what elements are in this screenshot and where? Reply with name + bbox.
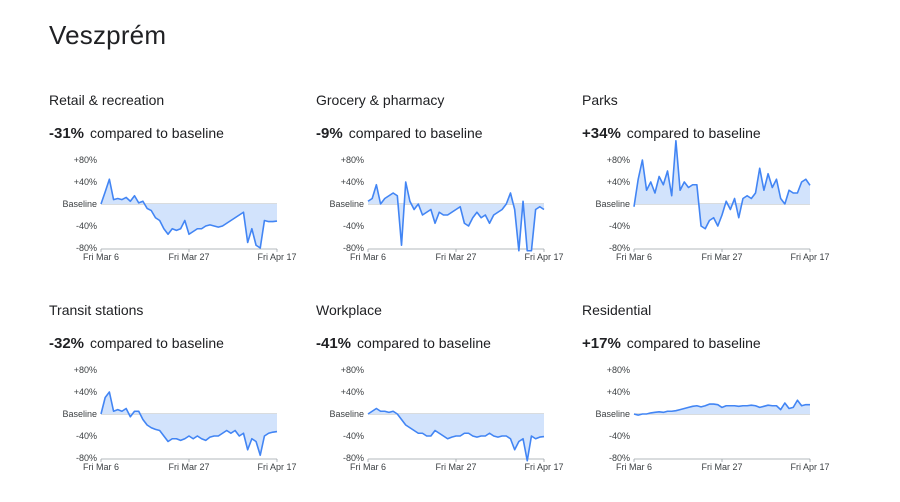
series-line (100, 391, 278, 457)
x-tick-label: Fri Apr 17 (524, 462, 563, 472)
y-tick-label: +80% (341, 365, 364, 375)
series-line (100, 178, 278, 249)
y-tick-label: -80% (76, 453, 97, 463)
chart-title: Residential (582, 302, 652, 318)
chart-title: Workplace (316, 302, 382, 318)
y-tick-label: +40% (74, 177, 97, 187)
chart-panel-workplace: Workplace -41% compared to baseline +80% +40… (316, 302, 566, 502)
page-title: Veszprém (49, 20, 167, 50)
y-tick-label: +40% (607, 387, 630, 397)
y-tick-label: -80% (343, 243, 364, 253)
y-tick-label: -80% (609, 243, 630, 253)
x-tick-label: Fri Apr 17 (257, 252, 296, 262)
y-tick-label: Baseline (329, 409, 364, 419)
change-percent: -41% (316, 335, 352, 352)
x-tick-label: Fri Mar 27 (435, 252, 476, 262)
series-line (633, 139, 811, 230)
change-percent: +17% (582, 335, 621, 352)
x-tick-label: Fri Apr 17 (257, 462, 296, 472)
y-tick-label: Baseline (62, 199, 97, 209)
chart-title: Parks (582, 92, 618, 108)
y-tick-label: Baseline (62, 409, 97, 419)
chart-svg: +80% +40% Baseline -40% -80%Fri Mar 6 Fri Mar… (329, 365, 563, 472)
x-tick-label: Fri Apr 17 (790, 252, 829, 262)
y-tick-label: -40% (76, 431, 97, 441)
series-line (633, 399, 810, 416)
change-percent: +34% (582, 125, 621, 142)
chart-svg: +80% +40% Baseline -40% -80%Fri Mar 6 Fri Mar… (595, 139, 830, 262)
x-tick-label: Fri Mar 6 (83, 462, 119, 472)
chart-panel-parks: Parks +34% compared to baseline +80% +40% Bas… (582, 92, 832, 292)
chart-panel-transit-stations: Transit stations -32% compared to baseline… (49, 302, 299, 502)
y-tick-label: +40% (607, 177, 630, 187)
y-tick-label: -40% (343, 221, 364, 231)
y-tick-label: -40% (609, 431, 630, 441)
series-area (101, 179, 277, 248)
y-tick-label: +40% (74, 387, 97, 397)
change-percent: -32% (49, 335, 85, 352)
change-percent: -31% (49, 125, 85, 142)
y-tick-label: -80% (343, 453, 364, 463)
compare-text: compared to baseline (90, 335, 224, 351)
y-tick-label: +80% (607, 365, 630, 375)
y-tick-label: Baseline (595, 199, 630, 209)
x-tick-label: Fri Mar 6 (350, 462, 386, 472)
x-tick-label: Fri Mar 6 (616, 252, 652, 262)
x-tick-label: Fri Mar 6 (83, 252, 119, 262)
chart-summary: -41% compared to baseline (316, 335, 491, 353)
y-tick-label: -80% (76, 243, 97, 253)
x-tick-label: Fri Mar 27 (168, 462, 209, 472)
chart-summary: -9% compared to baseline (316, 125, 483, 143)
x-tick-label: Fri Apr 17 (790, 462, 829, 472)
y-tick-label: +40% (341, 177, 364, 187)
chart-title: Retail & recreation (49, 92, 165, 108)
y-tick-label: -40% (609, 221, 630, 231)
change-percent: -9% (316, 125, 343, 142)
chart-svg: +80% +40% Baseline -40% -80%Fri Mar 6 Fri Mar… (329, 155, 563, 262)
y-tick-label: +40% (341, 387, 364, 397)
y-tick-label: -40% (76, 221, 97, 231)
y-tick-label: +80% (74, 155, 97, 165)
series-area (101, 392, 277, 456)
y-tick-label: +80% (341, 155, 364, 165)
chart-summary: -32% compared to baseline (49, 335, 224, 353)
chart-summary: -31% compared to baseline (49, 125, 224, 143)
series-line (367, 407, 545, 462)
x-tick-label: Fri Apr 17 (524, 252, 563, 262)
series-line (367, 181, 545, 252)
chart-svg: +80% +40% Baseline -40% -80%Fri Mar 6 Fri Mar… (62, 365, 296, 472)
chart-summary: +34% compared to baseline (582, 125, 761, 143)
chart-panel-grocery-and-pharmacy: Grocery & pharmacy -9% compared to baselin… (316, 92, 566, 292)
series-area (368, 408, 544, 461)
compare-text: compared to baseline (348, 125, 483, 141)
y-tick-label: Baseline (329, 199, 364, 209)
chart-panel-residential: Residential +17% compared to baseline +80% +… (582, 302, 832, 502)
chart-svg: +80% +40% Baseline -40% -80%Fri Mar 6 Fri Mar… (595, 365, 829, 472)
y-tick-label: +80% (607, 155, 630, 165)
x-tick-label: Fri Mar 6 (616, 462, 652, 472)
x-tick-label: Fri Mar 27 (168, 252, 209, 262)
chart-summary: +17% compared to baseline (582, 335, 761, 353)
chart-title: Grocery & pharmacy (316, 92, 445, 108)
x-tick-label: Fri Mar 27 (435, 462, 476, 472)
compare-text: compared to baseline (90, 125, 224, 141)
chart-svg: +80% +40% Baseline -40% -80%Fri Mar 6 Fri Mar… (62, 155, 296, 262)
chart-panel-retail-and-recreation: Retail & recreation -31% compared to basel… (49, 92, 299, 292)
y-tick-label: +80% (74, 365, 97, 375)
x-tick-label: Fri Mar 6 (350, 252, 386, 262)
compare-text: compared to baseline (357, 335, 491, 351)
y-tick-label: -80% (609, 453, 630, 463)
y-tick-label: -40% (343, 431, 364, 441)
compare-text: compared to baseline (626, 335, 761, 351)
chart-title: Transit stations (49, 302, 144, 318)
y-tick-label: Baseline (595, 409, 630, 419)
x-tick-label: Fri Mar 27 (701, 462, 742, 472)
compare-text: compared to baseline (626, 125, 761, 141)
x-tick-label: Fri Mar 27 (701, 252, 742, 262)
